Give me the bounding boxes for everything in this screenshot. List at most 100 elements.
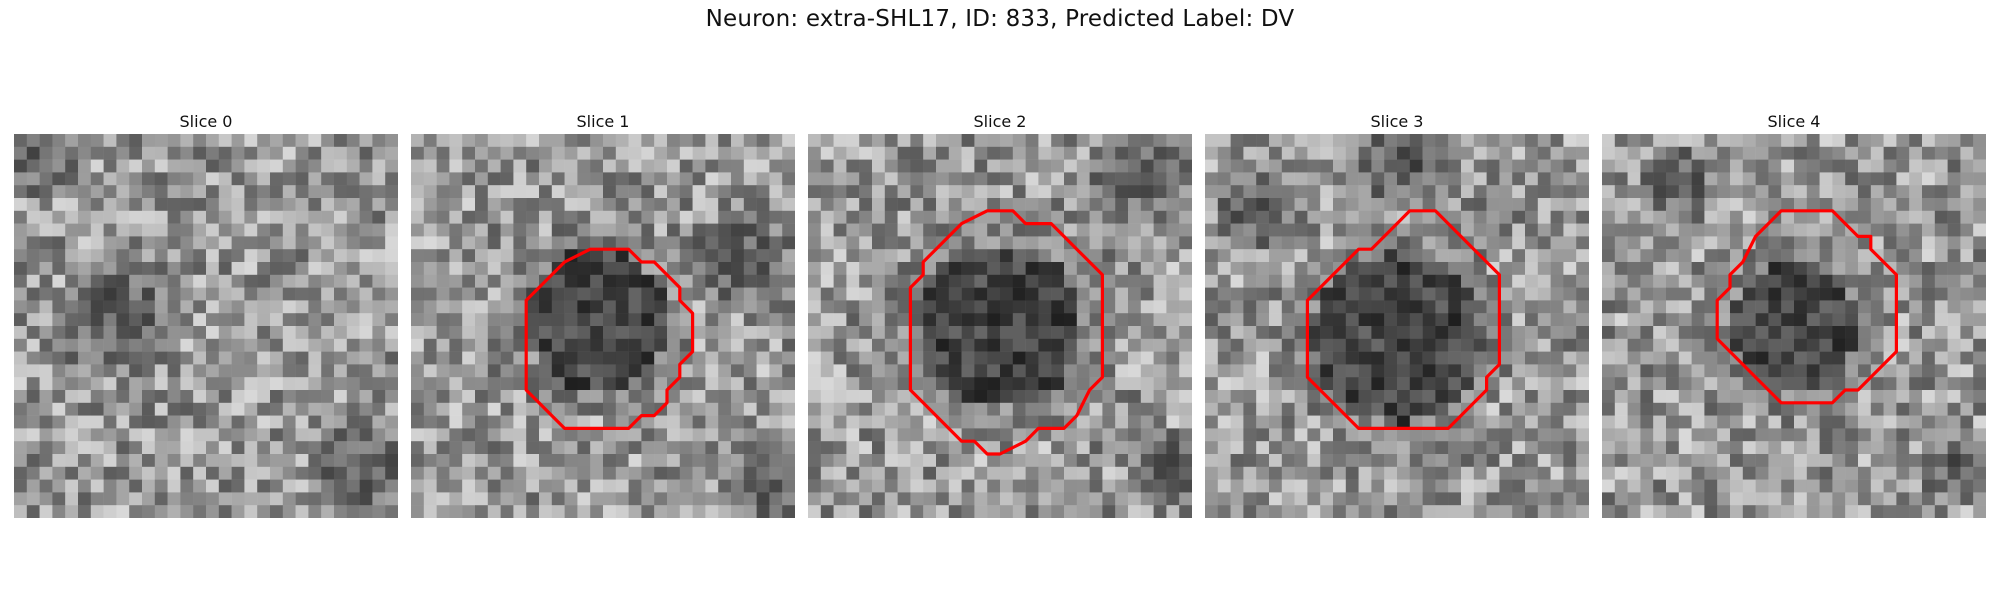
pixel bbox=[679, 428, 693, 442]
pixel bbox=[1973, 390, 1986, 404]
pixel bbox=[1320, 313, 1334, 327]
pixel bbox=[1000, 172, 1014, 186]
pixel bbox=[1217, 466, 1231, 480]
pixel bbox=[1371, 249, 1385, 263]
pixel bbox=[1448, 172, 1462, 186]
pixel bbox=[564, 338, 578, 352]
pixel bbox=[1666, 185, 1680, 199]
pixel bbox=[628, 466, 642, 480]
pixel bbox=[1166, 441, 1180, 455]
pixel bbox=[90, 185, 104, 199]
pixel bbox=[1730, 313, 1744, 327]
pixel bbox=[782, 134, 795, 148]
pixel bbox=[782, 236, 795, 250]
pixel bbox=[1691, 185, 1705, 199]
pixel bbox=[1461, 262, 1475, 276]
pixel bbox=[1448, 262, 1462, 276]
pixel bbox=[1781, 428, 1795, 442]
pixel bbox=[1755, 505, 1769, 518]
pixel bbox=[1205, 377, 1219, 391]
pixel bbox=[462, 390, 476, 404]
pixel bbox=[449, 262, 463, 276]
pixel bbox=[1653, 223, 1667, 237]
pixel bbox=[1742, 441, 1756, 455]
pixel bbox=[974, 223, 988, 237]
pixel bbox=[129, 326, 143, 340]
pixel bbox=[1858, 172, 1872, 186]
pixel bbox=[1281, 134, 1295, 148]
pixel bbox=[231, 377, 245, 391]
pixel bbox=[1320, 377, 1334, 391]
pixel bbox=[1358, 172, 1372, 186]
pixel bbox=[884, 249, 898, 263]
pixel bbox=[1371, 134, 1385, 148]
pixel bbox=[936, 249, 950, 263]
pixel bbox=[78, 134, 92, 148]
pixel bbox=[628, 377, 642, 391]
pixel bbox=[308, 390, 322, 404]
pixel bbox=[1205, 210, 1219, 224]
pixel bbox=[1576, 287, 1589, 301]
pixel bbox=[603, 364, 617, 378]
pixel bbox=[1602, 466, 1616, 480]
pixel bbox=[1486, 313, 1500, 327]
pixel bbox=[26, 185, 40, 199]
pixel bbox=[39, 415, 53, 429]
pixel bbox=[308, 505, 322, 518]
pixel bbox=[1730, 441, 1744, 455]
pixel bbox=[1140, 236, 1154, 250]
pixel bbox=[1102, 492, 1116, 506]
pixel bbox=[1666, 402, 1680, 416]
pixel bbox=[679, 262, 693, 276]
pixel bbox=[1294, 326, 1308, 340]
pixel bbox=[1614, 351, 1628, 365]
pixel bbox=[513, 223, 527, 237]
pixel bbox=[1806, 377, 1820, 391]
pixel bbox=[987, 134, 1001, 148]
pixel bbox=[282, 351, 296, 365]
pixel bbox=[1678, 377, 1692, 391]
pixel bbox=[859, 402, 873, 416]
pixel bbox=[1832, 454, 1846, 468]
pixel bbox=[1025, 415, 1039, 429]
pixel bbox=[295, 134, 309, 148]
pixel bbox=[411, 210, 425, 224]
pixel bbox=[859, 364, 873, 378]
pixel bbox=[667, 287, 681, 301]
pixel bbox=[1870, 274, 1884, 288]
pixel bbox=[1563, 146, 1577, 160]
pixel bbox=[142, 223, 156, 237]
pixel bbox=[1973, 505, 1986, 518]
pixel bbox=[923, 236, 937, 250]
pixel bbox=[1960, 159, 1974, 173]
pixel bbox=[974, 415, 988, 429]
pixel bbox=[385, 466, 398, 480]
pixel bbox=[1691, 364, 1705, 378]
pixel bbox=[974, 428, 988, 442]
pixel bbox=[769, 466, 783, 480]
pixel bbox=[1115, 390, 1129, 404]
pixel bbox=[180, 351, 194, 365]
pixel bbox=[1960, 172, 1974, 186]
pixel bbox=[1166, 172, 1180, 186]
pixel bbox=[1704, 364, 1718, 378]
pixel bbox=[1614, 146, 1628, 160]
pixel bbox=[577, 326, 591, 340]
pixel bbox=[936, 492, 950, 506]
pixel bbox=[1537, 377, 1551, 391]
pixel bbox=[590, 300, 604, 314]
pixel bbox=[1896, 262, 1910, 276]
pixel bbox=[1089, 313, 1103, 327]
pixel bbox=[590, 466, 604, 480]
pixel bbox=[987, 377, 1001, 391]
pixel bbox=[231, 364, 245, 378]
pixel bbox=[346, 402, 360, 416]
pixel bbox=[1038, 210, 1052, 224]
pixel bbox=[1602, 300, 1616, 314]
pixel bbox=[1794, 326, 1808, 340]
pixel bbox=[218, 313, 232, 327]
pixel bbox=[1140, 313, 1154, 327]
pixel bbox=[1742, 402, 1756, 416]
pixel bbox=[154, 236, 168, 250]
pixel bbox=[936, 210, 950, 224]
